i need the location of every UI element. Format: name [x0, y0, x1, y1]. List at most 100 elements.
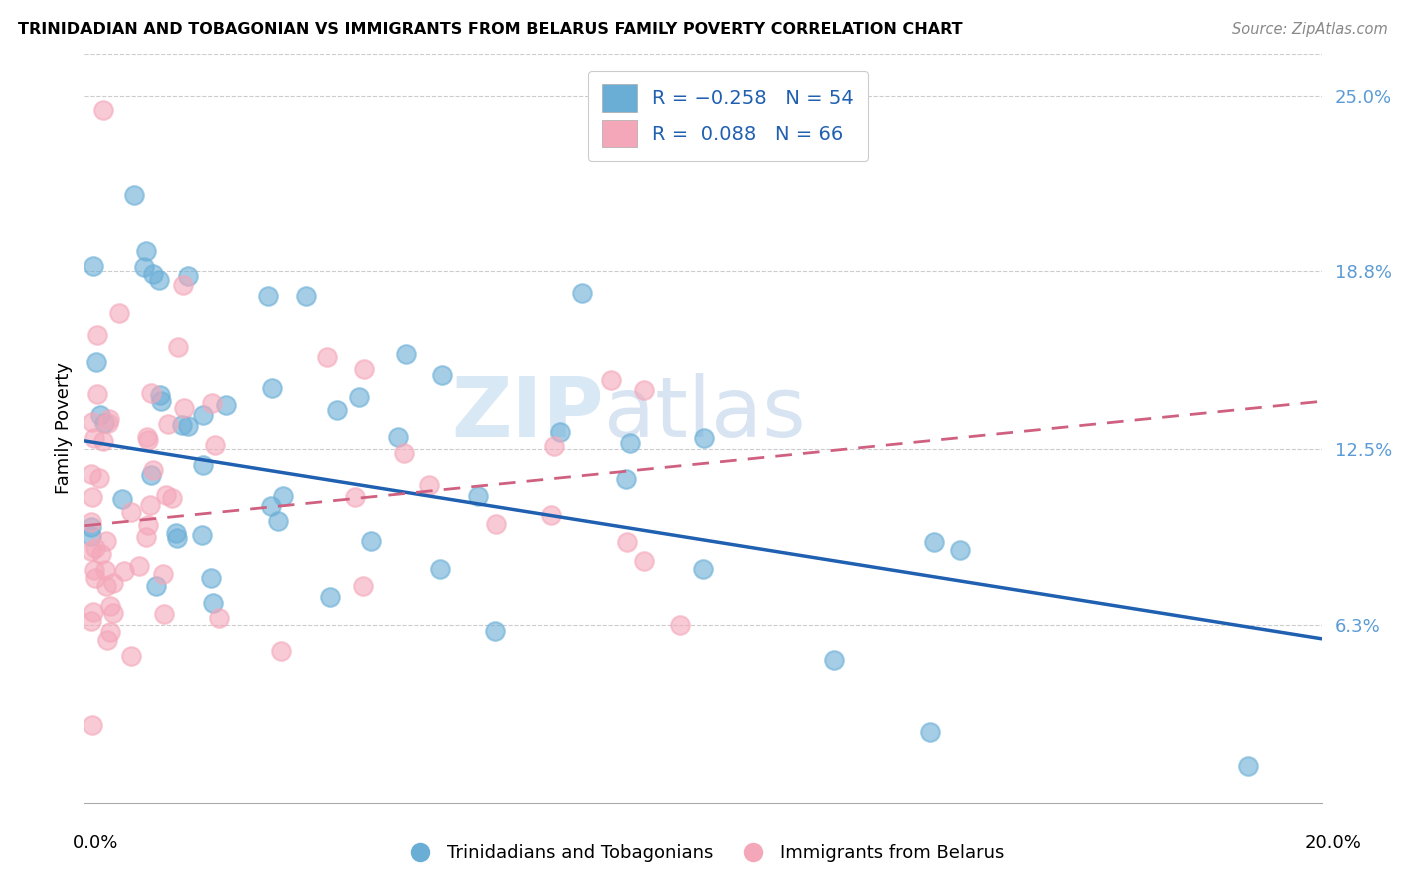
- Point: [135, 244, 157, 259]
- Point: [149, 393, 172, 408]
- Point: [83, 563, 105, 577]
- Point: [823, 653, 845, 667]
- Point: [134, 260, 156, 274]
- Point: [157, 417, 180, 431]
- Point: [693, 431, 716, 445]
- Point: [344, 490, 367, 504]
- Text: Source: ZipAtlas.com: Source: ZipAtlas.com: [1232, 22, 1388, 37]
- Point: [571, 286, 593, 301]
- Text: 0.0%: 0.0%: [73, 834, 118, 852]
- Point: [633, 383, 655, 397]
- Point: [316, 350, 339, 364]
- Point: [193, 408, 215, 422]
- Point: [170, 418, 193, 433]
- Point: [98, 412, 121, 426]
- Point: [548, 425, 571, 439]
- Point: [79, 614, 101, 628]
- Point: [160, 491, 183, 506]
- Point: [152, 607, 174, 621]
- Point: [155, 488, 177, 502]
- Point: [294, 289, 316, 303]
- Point: [599, 373, 621, 387]
- Point: [173, 401, 195, 415]
- Point: [208, 611, 231, 625]
- Point: [918, 725, 941, 739]
- Text: TRINIDADIAN AND TOBAGONIAN VS IMMIGRANTS FROM BELARUS FAMILY POVERTY CORRELATION: TRINIDADIAN AND TOBAGONIAN VS IMMIGRANTS…: [18, 22, 963, 37]
- Point: [145, 579, 167, 593]
- Point: [267, 514, 290, 528]
- Point: [432, 368, 454, 383]
- Point: [89, 408, 111, 422]
- Legend: Trinidadians and Tobagonians, Immigrants from Belarus: Trinidadians and Tobagonians, Immigrants…: [395, 838, 1011, 870]
- Point: [141, 267, 163, 281]
- Point: [90, 547, 112, 561]
- Point: [128, 558, 150, 573]
- Point: [89, 471, 111, 485]
- Point: [97, 416, 120, 430]
- Point: [93, 416, 115, 430]
- Point: [177, 418, 200, 433]
- Point: [922, 534, 945, 549]
- Point: [395, 347, 418, 361]
- Point: [352, 579, 374, 593]
- Point: [139, 467, 162, 482]
- Point: [201, 396, 224, 410]
- Point: [165, 525, 187, 540]
- Point: [619, 436, 641, 450]
- Point: [215, 398, 238, 412]
- Point: [91, 434, 114, 449]
- Point: [135, 530, 157, 544]
- Point: [204, 438, 226, 452]
- Point: [79, 519, 101, 533]
- Point: [142, 463, 165, 477]
- Point: [616, 534, 638, 549]
- Point: [107, 305, 129, 319]
- Point: [270, 644, 292, 658]
- Point: [80, 490, 103, 504]
- Point: [91, 103, 114, 117]
- Point: [149, 388, 172, 402]
- Point: [177, 268, 200, 283]
- Point: [83, 571, 105, 585]
- Point: [86, 386, 108, 401]
- Point: [80, 415, 103, 429]
- Point: [200, 571, 222, 585]
- Point: [349, 391, 371, 405]
- Point: [318, 590, 340, 604]
- Point: [360, 533, 382, 548]
- Point: [101, 607, 124, 621]
- Point: [112, 565, 135, 579]
- Point: [353, 362, 375, 376]
- Point: [139, 385, 162, 400]
- Point: [326, 403, 349, 417]
- Point: [82, 605, 104, 619]
- Point: [1237, 758, 1260, 772]
- Point: [82, 259, 104, 273]
- Point: [79, 467, 101, 481]
- Point: [84, 354, 107, 368]
- Point: [484, 624, 506, 638]
- Point: [152, 567, 174, 582]
- Point: [136, 430, 159, 444]
- Point: [172, 278, 194, 293]
- Point: [485, 516, 508, 531]
- Point: [191, 458, 214, 473]
- Point: [96, 633, 118, 648]
- Point: [540, 508, 562, 522]
- Point: [98, 625, 121, 640]
- Point: [271, 490, 294, 504]
- Text: 20.0%: 20.0%: [1305, 834, 1361, 852]
- Point: [111, 491, 134, 506]
- Point: [120, 648, 142, 663]
- Point: [94, 579, 117, 593]
- Point: [614, 472, 637, 486]
- Point: [80, 718, 103, 732]
- Point: [139, 498, 162, 512]
- Point: [84, 541, 107, 556]
- Point: [166, 531, 188, 545]
- Point: [136, 518, 159, 533]
- Point: [260, 381, 283, 395]
- Point: [136, 433, 159, 447]
- Point: [543, 439, 565, 453]
- Text: ZIP: ZIP: [451, 373, 605, 454]
